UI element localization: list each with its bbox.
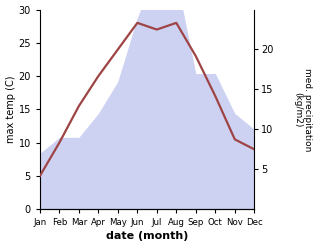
Y-axis label: med. precipitation
(kg/m2): med. precipitation (kg/m2) bbox=[293, 68, 313, 151]
Y-axis label: max temp (C): max temp (C) bbox=[5, 76, 16, 143]
X-axis label: date (month): date (month) bbox=[106, 231, 188, 242]
